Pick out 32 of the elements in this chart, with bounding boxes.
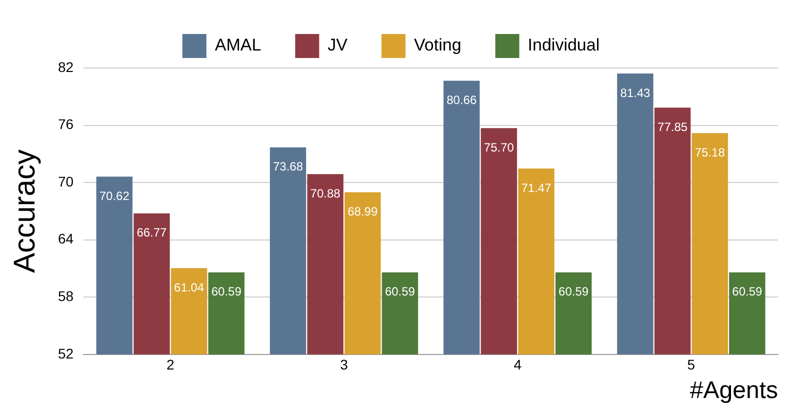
data-label: 60.59 bbox=[384, 284, 416, 299]
data-label: 75.70 bbox=[484, 140, 514, 154]
data-label: 60.59 bbox=[211, 284, 242, 299]
data-label: 73.68 bbox=[272, 160, 304, 174]
data-label: 70.62 bbox=[99, 188, 130, 203]
y-tick-label: 82 bbox=[58, 58, 74, 75]
data-label: 68.99 bbox=[348, 204, 378, 219]
x-axis-title: #Agents bbox=[690, 377, 778, 404]
y-tick-label: 58 bbox=[58, 288, 74, 304]
x-tick-label: 5 bbox=[687, 356, 696, 373]
y-tick-label: 76 bbox=[58, 116, 74, 132]
legend-label: Voting bbox=[414, 36, 462, 55]
data-label: 81.43 bbox=[620, 86, 651, 100]
y-tick-label: 70 bbox=[58, 173, 74, 190]
data-label: 70.88 bbox=[310, 186, 341, 200]
legend-label: JV bbox=[328, 36, 348, 55]
data-label: 66.77 bbox=[136, 226, 168, 240]
x-tick-label: 2 bbox=[166, 356, 174, 373]
data-label: 71.47 bbox=[521, 180, 552, 195]
legend-label: Individual bbox=[528, 36, 600, 55]
data-label: 61.04 bbox=[174, 280, 204, 294]
data-label: 60.59 bbox=[732, 284, 763, 299]
legend-label: AMAL bbox=[214, 36, 262, 55]
y-tick-label: 64 bbox=[58, 230, 74, 247]
data-label: 60.59 bbox=[558, 284, 589, 299]
data-label: 75.18 bbox=[694, 145, 726, 160]
x-tick-label: 3 bbox=[340, 356, 348, 373]
data-label: 80.66 bbox=[446, 93, 477, 108]
x-tick-label: 4 bbox=[514, 356, 522, 373]
data-label: 77.85 bbox=[658, 120, 688, 134]
y-tick-label: 52 bbox=[58, 345, 74, 362]
y-axis-title: Accuracy bbox=[8, 150, 42, 273]
